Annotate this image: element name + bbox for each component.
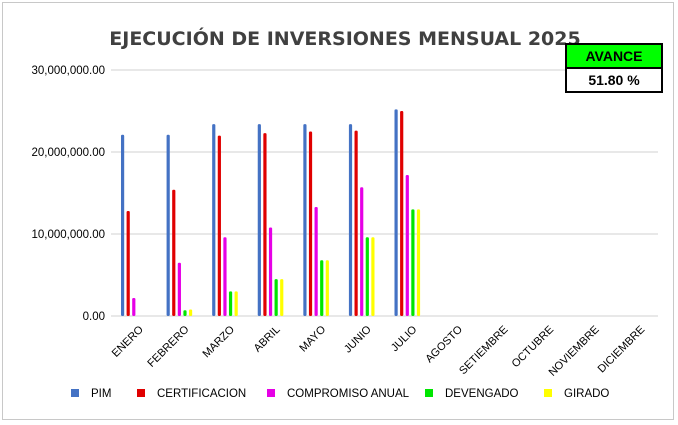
bar-pim-mayo: [303, 124, 307, 317]
x-tick-label: ABRIL: [252, 324, 283, 355]
bar-girado-mayo: [325, 260, 329, 316]
bar-chart: EJECUCIÓN DE INVERSIONES MENSUAL 2025 0.…: [31, 26, 663, 400]
legend-swatch-pim: [71, 389, 79, 397]
chart-title: EJECUCIÓN DE INVERSIONES MENSUAL 2025: [109, 26, 580, 50]
legend-label-devengado: DEVENGADO: [445, 388, 519, 400]
y-tick-label: 10,000,000.00: [31, 229, 105, 241]
bar-compromiso-anual-marzo: [223, 237, 227, 316]
bar-certificacion-enero: [126, 211, 130, 316]
bar-pim-febrero: [166, 134, 170, 316]
bar-certificacion-junio: [354, 130, 358, 316]
legend-swatch-girado: [544, 389, 552, 397]
x-tick-label: AGOSTO: [423, 323, 465, 365]
bar-devengado-julio: [411, 209, 415, 316]
x-tick-label: MAYO: [297, 323, 328, 354]
avance-label: AVANCE: [585, 48, 642, 64]
legend-swatch-certificacion: [137, 389, 145, 397]
x-axis-ticks: ENERO FEBRERO MARZO ABRIL MAYO JUNIO JULIO AGOS…: [110, 323, 648, 378]
bar-certificacion-julio: [400, 111, 404, 316]
bar-pim-abril: [257, 124, 261, 317]
x-tick-label: JUNIO: [342, 323, 374, 355]
bar-girado-abril: [280, 279, 284, 316]
bar-devengado-abril: [274, 279, 278, 316]
x-tick-label: DICIEMBRE: [596, 324, 648, 376]
bar-girado-junio: [371, 237, 375, 316]
bar-compromiso-anual-abril: [268, 227, 273, 316]
legend: PIM CERTIFICACION COMPROMISO ANUAL DEVENGAD…: [71, 388, 609, 400]
x-tick-label: JULIO: [389, 323, 420, 354]
bar-compromiso-anual-mayo: [314, 206, 318, 316]
legend-swatch-compromiso-anual: [267, 389, 275, 397]
chart-frame: EJECUCIÓN DE INVERSIONES MENSUAL 2025 0.…: [2, 2, 674, 420]
bar-girado-febrero: [188, 309, 193, 316]
legend-label-certificacion: CERTIFICACION: [157, 388, 246, 400]
avance-value-background: [565, 67, 663, 93]
bar-compromiso-anual-junio: [360, 187, 364, 316]
bar-compromiso-anual-febrero: [177, 262, 181, 316]
bar-girado-julio: [416, 209, 421, 316]
bar-pim-julio: [394, 109, 398, 316]
bar-devengado-junio: [365, 237, 369, 316]
legend-swatch-devengado: [425, 389, 433, 397]
bar-devengado-marzo: [228, 291, 233, 316]
x-tick-label: OCTUBRE: [510, 324, 557, 371]
legend-label-pim: PIM: [91, 388, 111, 400]
bars: [120, 109, 421, 317]
x-tick-label: ENERO: [110, 323, 146, 359]
y-tick-label: 0.00: [83, 311, 105, 323]
legend-label-compromiso-anual: COMPROMISO ANUAL: [287, 388, 410, 400]
y-tick-label: 20,000,000.00: [31, 147, 105, 159]
bar-compromiso-anual-enero: [132, 297, 136, 316]
y-tick-label: 30,000,000.00: [31, 65, 105, 77]
grid-lines: [111, 69, 658, 317]
x-tick-label: MARZO: [200, 323, 237, 360]
bar-pim-marzo: [212, 124, 216, 317]
bar-compromiso-anual-julio: [405, 174, 409, 316]
legend-label-girado: GIRADO: [564, 388, 609, 400]
avance-box: AVANCE 51.80 %: [565, 43, 663, 93]
bar-pim-junio: [348, 124, 353, 317]
bar-pim-enero: [120, 134, 125, 316]
bar-devengado-febrero: [183, 310, 187, 316]
x-tick-label: SETIEMBRE: [457, 324, 510, 377]
bar-girado-marzo: [234, 291, 238, 316]
bar-certificacion-mayo: [308, 131, 313, 316]
bar-certificacion-marzo: [217, 135, 221, 316]
bar-certificacion-febrero: [172, 189, 176, 316]
y-axis-ticks: 0.00 10,000,000.00 20,000,000.00 30,000,000…: [31, 65, 105, 323]
avance-value: 51.80 %: [588, 72, 640, 88]
bar-certificacion-abril: [263, 133, 267, 316]
x-tick-label: FEBRERO: [145, 323, 191, 369]
bar-devengado-mayo: [320, 260, 324, 316]
